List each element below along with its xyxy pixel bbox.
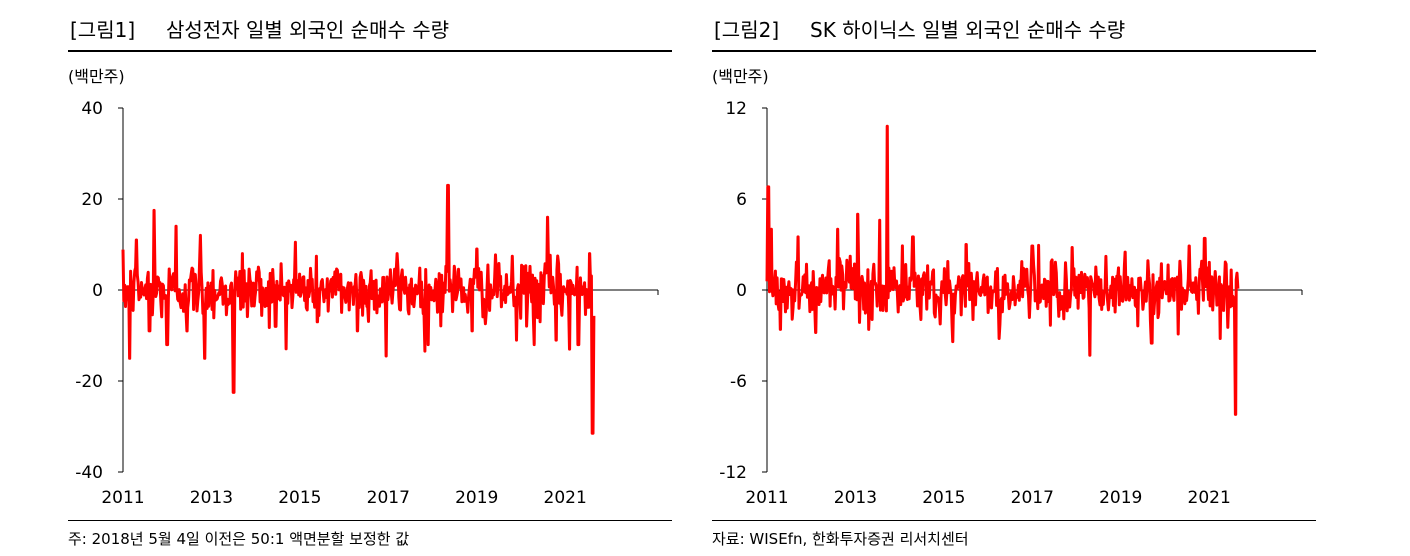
y-tick-label: 0: [736, 281, 747, 301]
data-series-line: [765, 124, 1240, 416]
x-tick-label: 2021: [1188, 488, 1231, 508]
line-chart-skhynix: 12 6 0 -6 -12 2011 2013 2015 2017 2019 2021: [719, 99, 1303, 508]
chart-panel-samsung: [그림1] 삼성전자 일별 외국인 순매수 수량 (백만주) 40 20 0 -20 -4…: [68, 0, 688, 556]
footer-rule: [68, 520, 672, 521]
y-tick-label: -40: [75, 463, 103, 483]
y-tick-label: 0: [92, 281, 103, 301]
x-tick-label: 2017: [367, 488, 410, 508]
x-tick-label: 2017: [1011, 488, 1054, 508]
figure-title: SK 하이닉스 일별 외국인 순매수 수량: [810, 18, 1126, 42]
line-chart-samsung: 40 20 0 -20 -40 2011 2013 2015 2017 2019 2021: [75, 99, 659, 508]
y-unit-label: (백만주): [712, 67, 769, 86]
x-tick-label: 2021: [544, 488, 587, 508]
footnote: 자료: WISEfn, 한화투자증권 리서치센터: [712, 530, 969, 548]
y-tick-label: -20: [75, 372, 103, 392]
y-tick-label: 20: [81, 190, 103, 210]
chart-title: [그림1] 삼성전자 일별 외국인 순매수 수량: [70, 14, 449, 43]
figure-label: [그림2]: [714, 18, 780, 42]
figure-title: 삼성전자 일별 외국인 순매수 수량: [166, 18, 450, 42]
title-rule: [712, 50, 1316, 52]
footnote: 주: 2018년 5월 4일 이전은 50:1 액면분할 보정한 값: [68, 530, 410, 548]
y-tick-label: -12: [719, 463, 747, 483]
x-tick-label: 2013: [834, 488, 877, 508]
title-rule: [68, 50, 672, 52]
chart-title: [그림2] SK 하이닉스 일별 외국인 순매수 수량: [714, 14, 1125, 43]
x-tick-label: 2011: [101, 488, 144, 508]
x-tick-label: 2013: [190, 488, 233, 508]
figure-label: [그림1]: [70, 18, 136, 42]
x-tick-label: 2019: [455, 488, 498, 508]
y-tick-label: 6: [736, 190, 747, 210]
y-tick-label: -6: [730, 372, 747, 392]
y-unit-label: (백만주): [68, 67, 125, 86]
x-tick-label: 2011: [745, 488, 788, 508]
y-tick-label: 40: [81, 99, 103, 119]
x-tick-label: 2015: [278, 488, 321, 508]
x-tick-label: 2019: [1099, 488, 1142, 508]
data-series-line: [121, 183, 596, 435]
y-tick-label: 12: [725, 99, 747, 119]
chart-panel-skhynix: [그림2] SK 하이닉스 일별 외국인 순매수 수량 (백만주) 12 6 0 -6 -…: [712, 0, 1332, 556]
footer-rule: [712, 520, 1316, 521]
x-tick-label: 2015: [922, 488, 965, 508]
